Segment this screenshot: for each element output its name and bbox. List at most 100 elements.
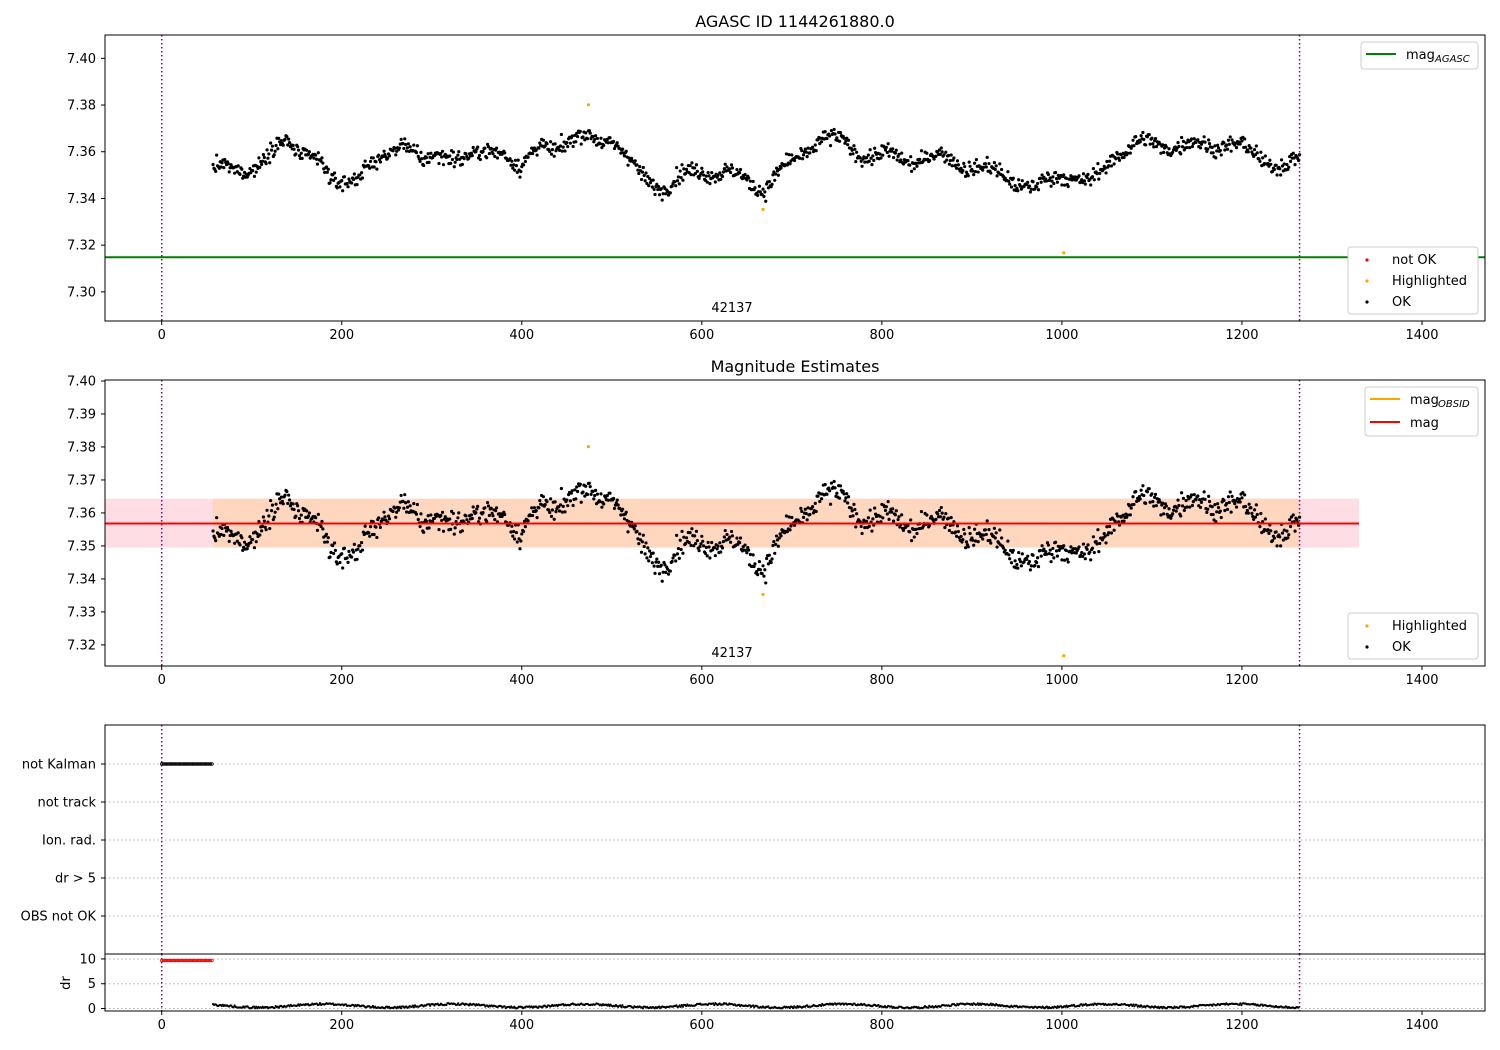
ok-point bbox=[934, 154, 938, 158]
y-tick-label: 7.39 bbox=[67, 407, 96, 422]
ok-point bbox=[938, 152, 942, 156]
ok-point bbox=[1019, 564, 1023, 568]
ok-point bbox=[790, 515, 794, 520]
ok-point bbox=[770, 557, 774, 561]
ok-point bbox=[341, 189, 345, 193]
ok-point bbox=[912, 535, 916, 539]
dr-point bbox=[541, 1006, 544, 1009]
ok-point bbox=[1029, 187, 1033, 191]
ok-point bbox=[673, 180, 677, 184]
ok-point bbox=[363, 159, 367, 163]
ok-point bbox=[404, 149, 409, 153]
ok-point bbox=[1049, 184, 1053, 188]
ok-point bbox=[677, 182, 681, 186]
ok-point bbox=[1190, 503, 1195, 508]
ok-point bbox=[1085, 547, 1089, 551]
ok-point bbox=[565, 140, 569, 145]
ok-point bbox=[666, 572, 671, 576]
not-kalman-point bbox=[182, 762, 187, 766]
ok-point bbox=[510, 524, 514, 528]
ok-point bbox=[471, 505, 475, 509]
legend-highlighted-marker bbox=[1365, 279, 1369, 283]
ok-point bbox=[1227, 500, 1231, 505]
ok-point bbox=[254, 170, 258, 174]
ok-point bbox=[1069, 174, 1073, 178]
ok-point bbox=[595, 492, 600, 496]
dr-point bbox=[331, 1002, 335, 1005]
ok-point bbox=[213, 536, 217, 540]
ok-point bbox=[858, 156, 862, 160]
y-tick-label: 7.38 bbox=[67, 440, 96, 455]
ok-point bbox=[681, 178, 685, 182]
ok-point bbox=[418, 159, 422, 163]
ok-point bbox=[1018, 560, 1023, 564]
ok-point bbox=[1188, 145, 1192, 150]
ok-point bbox=[627, 520, 631, 524]
ok-point bbox=[1164, 145, 1168, 149]
ok-point bbox=[1229, 510, 1233, 514]
ok-point bbox=[894, 509, 898, 513]
ok-point bbox=[429, 151, 433, 155]
ok-point bbox=[242, 540, 247, 544]
ok-point bbox=[1150, 136, 1154, 140]
ok-point bbox=[798, 156, 802, 160]
ok-point bbox=[948, 523, 952, 528]
ok-point bbox=[885, 150, 889, 155]
y-tick-label: 7.40 bbox=[67, 374, 96, 389]
ok-point bbox=[387, 154, 392, 158]
ok-point bbox=[1089, 558, 1093, 562]
ok-point bbox=[268, 526, 272, 531]
ok-point bbox=[984, 165, 988, 169]
ok-point bbox=[324, 532, 329, 537]
ok-point bbox=[650, 185, 654, 189]
ok-point bbox=[391, 149, 395, 153]
not-kalman-point bbox=[192, 762, 196, 766]
ok-point bbox=[285, 135, 289, 139]
ok-point bbox=[1018, 184, 1023, 188]
ok-point bbox=[1031, 180, 1035, 184]
ok-point bbox=[676, 175, 681, 179]
ok-point bbox=[305, 148, 309, 152]
ok-point bbox=[1180, 504, 1185, 508]
ok-point bbox=[568, 141, 573, 145]
ok-point bbox=[530, 506, 534, 510]
ok-point bbox=[1210, 145, 1214, 149]
ok-point bbox=[767, 553, 771, 557]
ok-point bbox=[261, 515, 266, 519]
dr-point bbox=[681, 1005, 685, 1008]
ok-point bbox=[992, 526, 996, 530]
x-tick-label: 1000 bbox=[1045, 328, 1078, 343]
ok-point bbox=[788, 162, 792, 166]
ok-point bbox=[1191, 500, 1195, 504]
ok-point bbox=[1008, 182, 1012, 186]
ok-point bbox=[799, 506, 803, 510]
ok-point bbox=[716, 544, 720, 548]
ok-point bbox=[1207, 494, 1211, 498]
ok-point bbox=[758, 190, 762, 194]
ok-point bbox=[682, 535, 686, 539]
ok-point bbox=[477, 516, 482, 520]
ok-point bbox=[305, 509, 309, 513]
ok-point bbox=[1147, 487, 1151, 491]
ok-point bbox=[397, 506, 401, 510]
ok-point bbox=[277, 492, 281, 496]
ok-point bbox=[755, 569, 759, 574]
ok-point bbox=[925, 151, 929, 155]
ok-point bbox=[395, 510, 399, 514]
ok-point bbox=[1056, 544, 1060, 548]
y-tick-label: 7.32 bbox=[67, 239, 96, 254]
ok-point bbox=[1225, 143, 1229, 147]
ok-point bbox=[956, 163, 960, 167]
ok-point bbox=[719, 550, 723, 554]
ok-point bbox=[853, 507, 857, 512]
ok-point bbox=[368, 166, 372, 170]
ok-point bbox=[870, 529, 874, 533]
ok-point bbox=[449, 161, 453, 165]
dr-point bbox=[792, 1006, 795, 1010]
ok-point bbox=[946, 516, 951, 520]
ok-point bbox=[1036, 188, 1041, 192]
ok-point bbox=[873, 512, 878, 516]
ok-point bbox=[729, 170, 733, 175]
ok-point bbox=[1150, 492, 1154, 496]
not-kalman-point bbox=[202, 762, 206, 766]
